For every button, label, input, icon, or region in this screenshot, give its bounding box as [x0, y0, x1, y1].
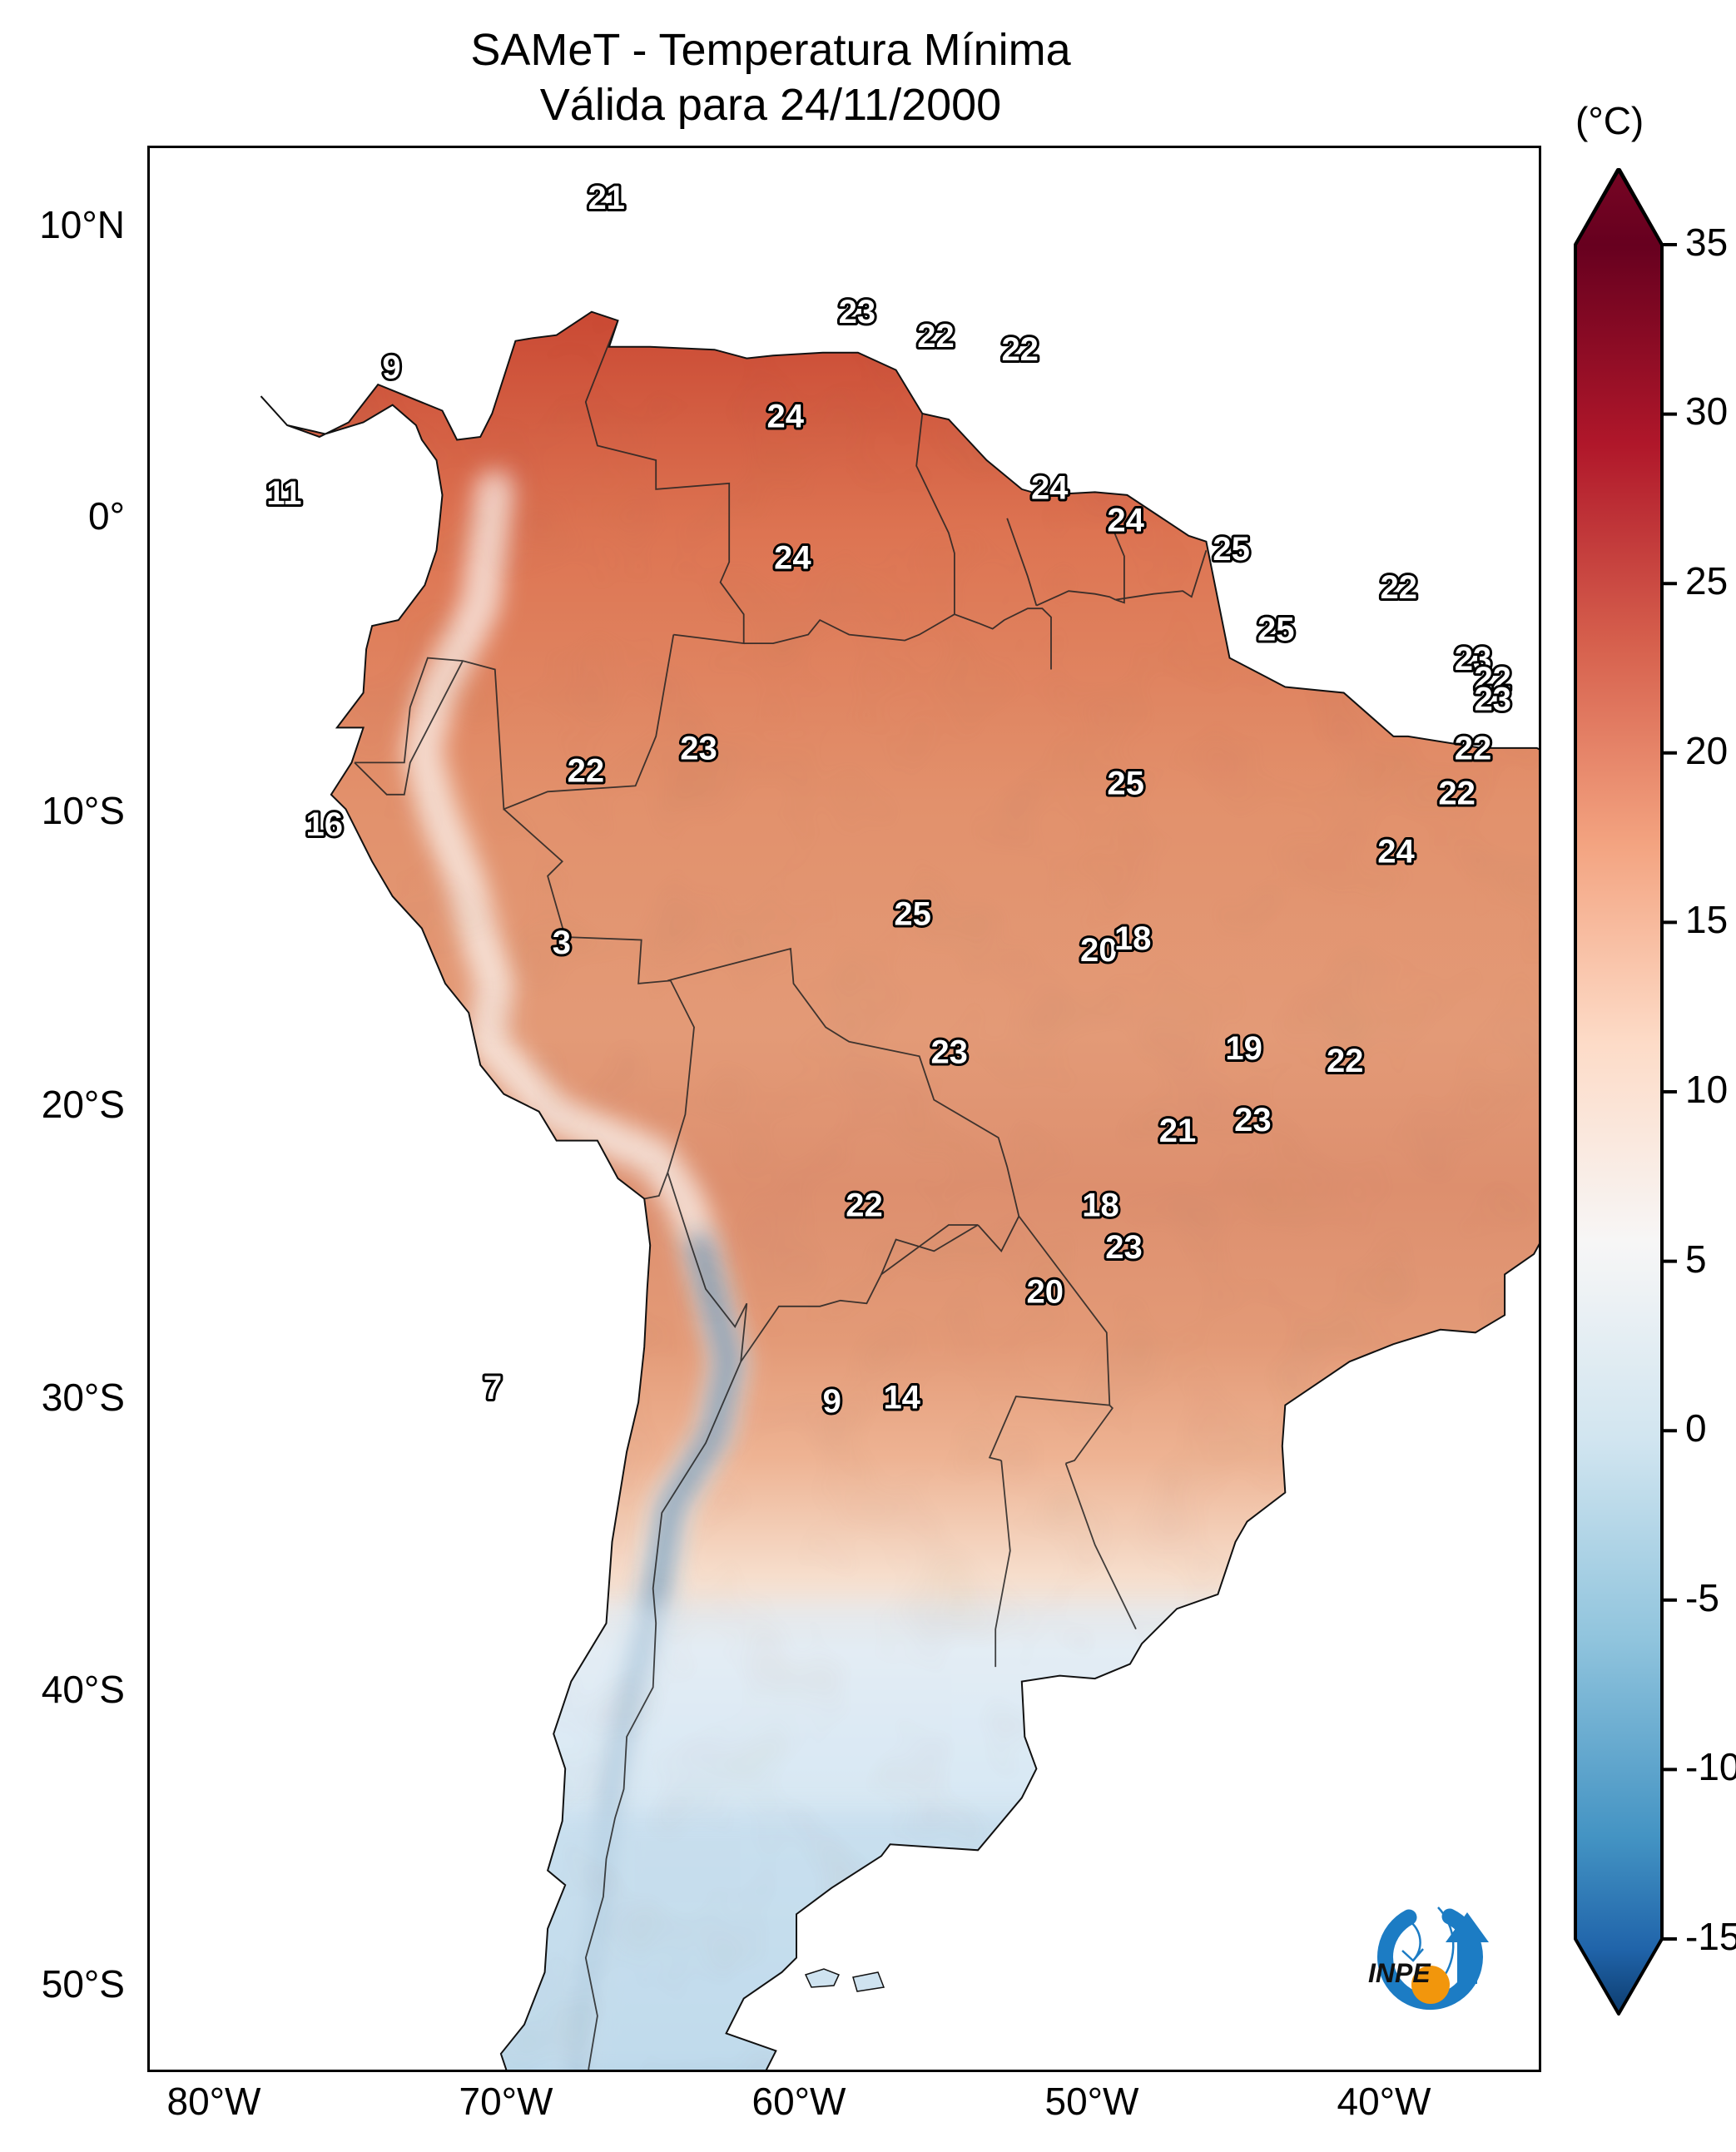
svg-text:22: 22	[1455, 731, 1492, 767]
svg-text:22: 22	[1438, 776, 1476, 812]
svg-text:21: 21	[1159, 1113, 1197, 1149]
svg-text:24: 24	[774, 540, 811, 577]
svg-text:14: 14	[883, 1380, 920, 1416]
svg-text:20: 20	[1027, 1274, 1064, 1311]
svg-text:22: 22	[568, 753, 605, 790]
svg-text:21: 21	[588, 180, 625, 216]
svg-text:25: 25	[894, 896, 931, 933]
svg-text:23: 23	[839, 294, 876, 330]
svg-text:24: 24	[767, 399, 805, 435]
svg-text:22: 22	[1327, 1043, 1364, 1079]
svg-text:3: 3	[553, 925, 571, 961]
svg-text:7: 7	[484, 1370, 502, 1406]
svg-text:9: 9	[382, 350, 400, 386]
svg-text:20: 20	[1080, 932, 1118, 969]
svg-text:16: 16	[306, 806, 344, 843]
svg-text:24: 24	[1107, 502, 1144, 538]
svg-text:19: 19	[1225, 1030, 1262, 1067]
svg-text:18: 18	[1114, 920, 1152, 957]
svg-text:23: 23	[930, 1034, 968, 1070]
svg-text:9: 9	[823, 1383, 841, 1420]
svg-text:24: 24	[1031, 470, 1069, 507]
svg-text:25: 25	[1257, 612, 1295, 648]
svg-text:22: 22	[1380, 569, 1417, 606]
svg-text:22: 22	[1001, 331, 1039, 368]
svg-text:18: 18	[1082, 1187, 1119, 1223]
svg-text:22: 22	[846, 1187, 883, 1223]
svg-text:INPE: INPE	[1368, 1958, 1431, 1988]
svg-text:23: 23	[1234, 1102, 1272, 1138]
svg-text:25: 25	[1213, 531, 1250, 568]
svg-text:23: 23	[1105, 1229, 1143, 1266]
svg-text:22: 22	[917, 318, 955, 355]
svg-text:23: 23	[1474, 682, 1511, 718]
svg-text:25: 25	[1107, 766, 1144, 802]
svg-text:23: 23	[680, 731, 717, 767]
svg-text:24: 24	[1377, 833, 1415, 870]
svg-text:11: 11	[266, 475, 301, 512]
